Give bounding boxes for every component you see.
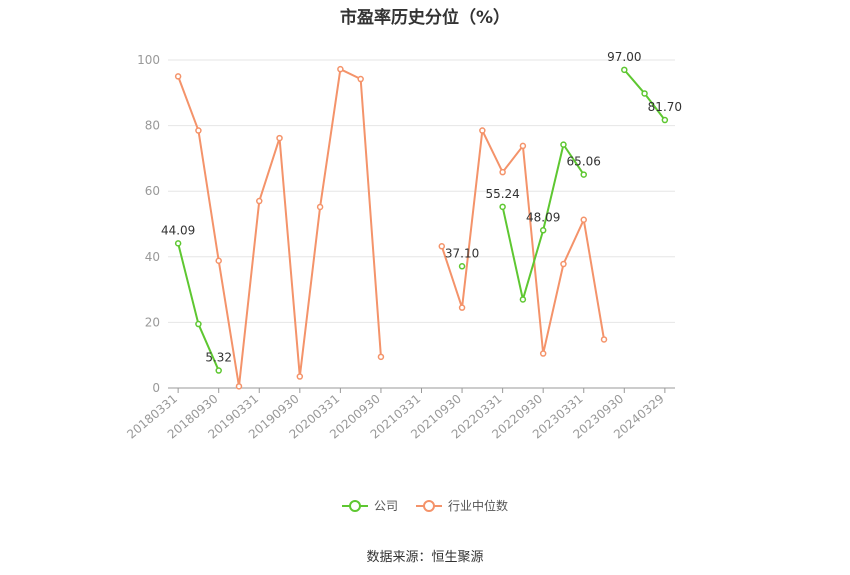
data-point-industry[interactable]	[377, 353, 385, 361]
y-tick-label: 100	[137, 53, 160, 67]
data-point-industry[interactable]	[337, 65, 344, 73]
line-chart: 0204060801002018033120180930201903312019…	[124, 50, 682, 442]
y-tick-label: 20	[145, 315, 160, 329]
data-point-industry[interactable]	[195, 127, 202, 134]
data-point-company[interactable]	[195, 320, 202, 328]
data-point-company[interactable]	[580, 171, 587, 178]
data-point-industry[interactable]	[458, 304, 466, 311]
series-line-industry	[177, 68, 382, 388]
data-point-company[interactable]	[560, 141, 567, 148]
legend-company-label: 公司	[373, 499, 398, 513]
legend-company-marker	[341, 499, 368, 512]
data-point-company[interactable]	[215, 367, 222, 374]
data-point-industry[interactable]	[438, 243, 446, 250]
data-point-industry[interactable]	[479, 127, 486, 134]
data-label-company: 5.32	[205, 351, 232, 365]
data-point-industry[interactable]	[276, 134, 283, 142]
data-label-company: 81.70	[648, 100, 682, 114]
data-point-company[interactable]	[499, 203, 506, 211]
data-point-industry[interactable]	[357, 75, 364, 83]
data-point-industry[interactable]	[235, 383, 243, 390]
legend-industry-label: 行业中位数	[448, 499, 509, 513]
data-point-company[interactable]	[641, 90, 648, 97]
y-tick-label: 60	[145, 184, 160, 198]
data-point-industry[interactable]	[296, 373, 304, 380]
legend-item-industry[interactable]: 行业中位数	[416, 497, 508, 514]
data-point-industry[interactable]	[316, 203, 324, 211]
legend-industry-marker	[416, 499, 442, 512]
data-point-industry[interactable]	[499, 168, 506, 176]
data-label-company: 37.10	[445, 246, 479, 260]
data-point-company[interactable]	[661, 116, 669, 124]
chart-legend: 公司 行业中位数	[0, 497, 850, 514]
data-point-industry[interactable]	[174, 73, 182, 80]
data-point-company[interactable]	[174, 240, 182, 247]
data-point-company[interactable]	[458, 263, 466, 270]
y-tick-label: 80	[145, 119, 160, 133]
data-point-industry[interactable]	[519, 142, 527, 150]
data-label-company: 65.06	[567, 155, 601, 169]
data-point-company[interactable]	[539, 227, 547, 234]
data-point-industry[interactable]	[580, 216, 587, 223]
y-tick-label: 0	[152, 381, 160, 395]
data-point-industry[interactable]	[600, 336, 608, 343]
data-point-industry[interactable]	[539, 350, 547, 357]
data-label-company: 44.09	[161, 223, 195, 237]
data-point-company[interactable]	[621, 66, 628, 74]
data-label-company: 55.24	[485, 187, 519, 201]
data-point-industry[interactable]	[256, 197, 263, 205]
data-point-company[interactable]	[519, 296, 527, 303]
data-point-industry[interactable]	[560, 260, 567, 268]
legend-item-company[interactable]: 公司	[341, 497, 398, 514]
data-point-industry[interactable]	[215, 257, 222, 264]
data-label-company: 48.09	[526, 210, 560, 224]
data-source: 数据来源：恒生聚源	[366, 550, 484, 565]
chart-title: 市盈率历史分位（%）	[339, 8, 511, 28]
y-tick-label: 40	[145, 250, 160, 264]
data-label-company: 97.00	[607, 50, 641, 64]
